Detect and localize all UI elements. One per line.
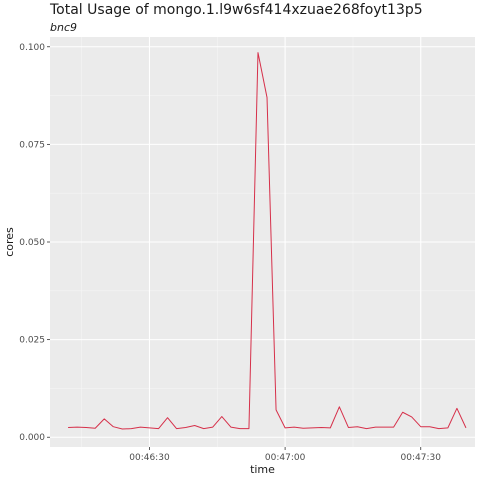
y-axis-title: cores xyxy=(3,227,16,257)
chart-subtitle: bnc9 xyxy=(50,21,78,34)
tick-label-y: 0.050 xyxy=(19,238,45,248)
x-axis-title: time xyxy=(250,463,275,476)
tick-label-y: 0.025 xyxy=(19,336,45,346)
usage-line xyxy=(68,52,467,430)
tick-label-x: 00:47:00 xyxy=(265,453,306,463)
tick-label-y: 0.075 xyxy=(19,140,45,150)
tick-label-x: 00:46:30 xyxy=(129,453,170,463)
tick-label-y: 0.000 xyxy=(19,433,45,443)
tick-label-y: 0.100 xyxy=(19,43,45,53)
chart-title: Total Usage of mongo.1.l9w6sf414xzuae268… xyxy=(50,2,423,18)
tick-label-x: 00:47:30 xyxy=(401,453,442,463)
